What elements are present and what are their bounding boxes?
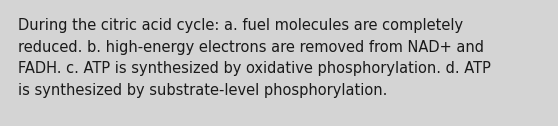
- Text: During the citric acid cycle: a. fuel molecules are completely
reduced. b. high-: During the citric acid cycle: a. fuel mo…: [18, 18, 491, 98]
